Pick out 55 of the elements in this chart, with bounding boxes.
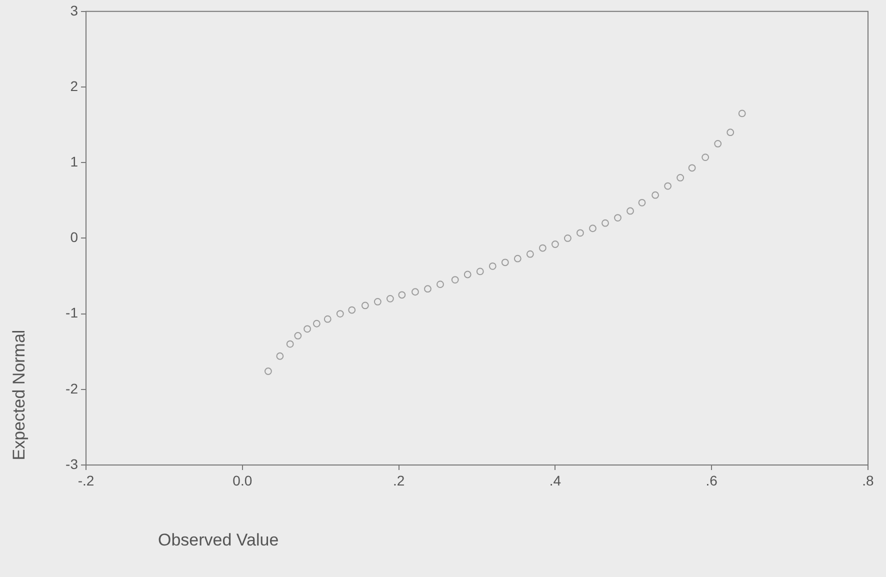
point (276, 352, 284, 360)
point (638, 198, 646, 206)
point (664, 182, 672, 190)
point (538, 244, 546, 252)
point (688, 164, 696, 172)
point (564, 234, 572, 242)
point (552, 240, 559, 248)
point (576, 229, 584, 237)
point (476, 268, 484, 276)
point (652, 191, 659, 199)
point (738, 110, 746, 118)
point (304, 325, 312, 333)
point (602, 219, 609, 227)
x-tick-label: .2 (392, 472, 405, 488)
point (676, 174, 684, 182)
point (464, 270, 472, 278)
y-tick-label: 3 (70, 2, 78, 18)
y-tick-label: 2 (70, 78, 78, 94)
point (488, 262, 496, 270)
x-tick-label: .6 (706, 472, 718, 488)
x-tick-label: 0.0 (232, 472, 252, 488)
point (286, 340, 294, 348)
point (626, 207, 634, 215)
y-tick-label: -3 (66, 456, 78, 472)
point (726, 128, 734, 136)
point (294, 332, 302, 340)
point (526, 250, 534, 258)
point (702, 154, 710, 162)
point (714, 140, 722, 148)
point (589, 224, 596, 232)
point (264, 368, 272, 375)
point (386, 294, 394, 302)
point (412, 288, 419, 296)
point (436, 280, 444, 288)
x-tick-label: .8 (862, 472, 874, 488)
point (324, 315, 332, 323)
point (514, 254, 522, 262)
point (312, 320, 320, 328)
point (361, 302, 369, 310)
x-tick-label: .4 (549, 472, 562, 488)
point (424, 285, 432, 293)
y-tick-label: -2 (66, 380, 78, 396)
point (374, 298, 382, 306)
y-tick-label: 0 (70, 229, 78, 246)
y-tick-label: 1 (70, 153, 78, 170)
y-tick-label: -1 (66, 304, 78, 321)
x-tick-label: -.2 (78, 472, 94, 488)
x-axis-title: Observed Value (158, 530, 279, 550)
point (614, 214, 622, 222)
point (336, 310, 344, 318)
y-axis-title: Expected Normal (10, 330, 29, 460)
point (501, 258, 509, 266)
point (348, 306, 356, 314)
point (398, 291, 406, 299)
point (451, 276, 459, 284)
